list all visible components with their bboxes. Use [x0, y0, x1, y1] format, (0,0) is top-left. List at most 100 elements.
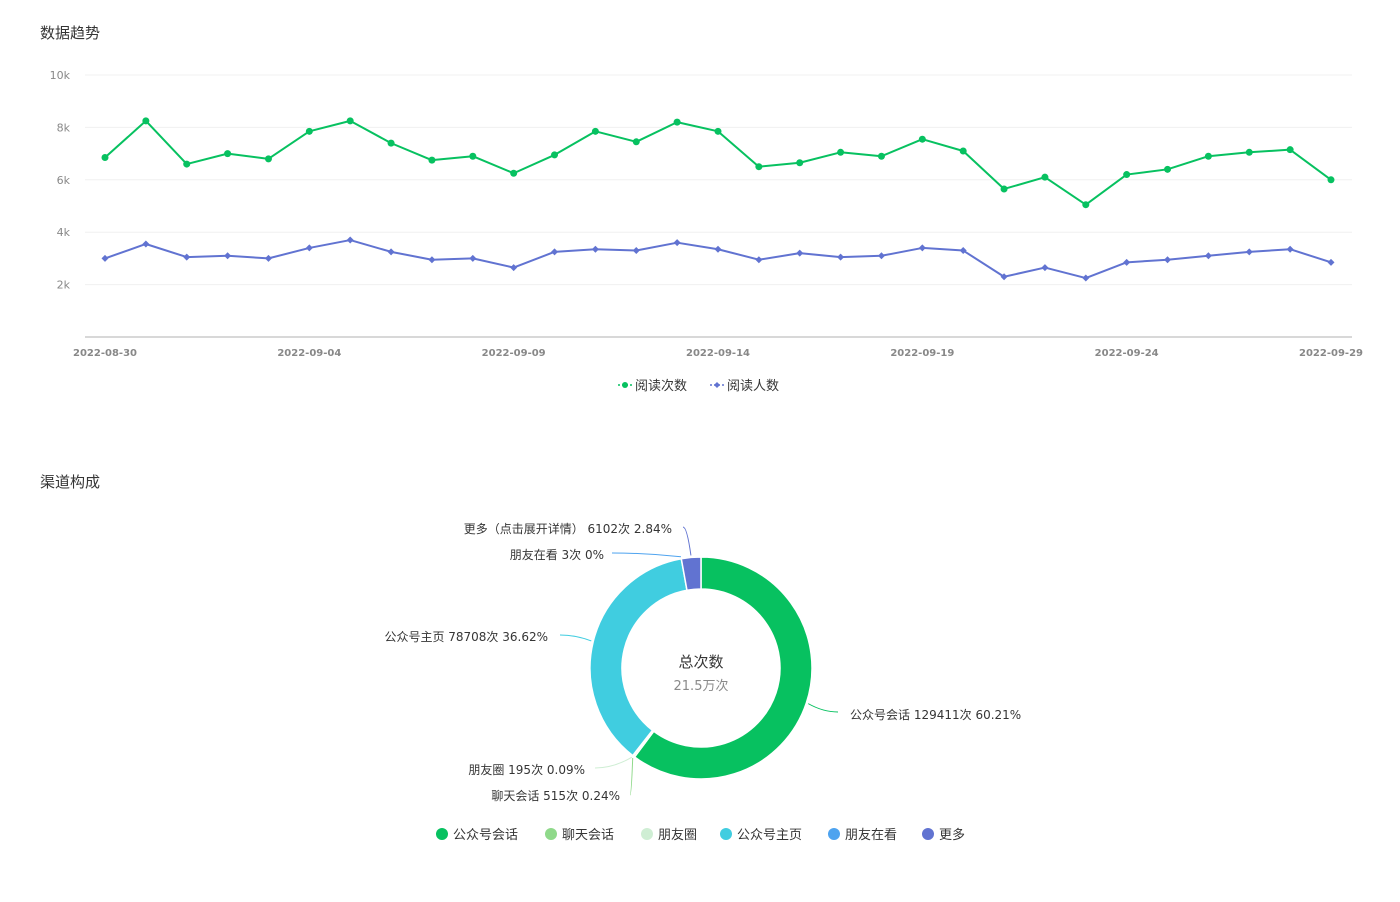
- data-point[interactable]: [224, 252, 232, 260]
- data-point[interactable]: [346, 236, 354, 244]
- data-point[interactable]: [673, 239, 681, 247]
- data-point[interactable]: [142, 240, 150, 248]
- data-point[interactable]: [1286, 146, 1294, 154]
- data-point[interactable]: [183, 253, 191, 261]
- data-point[interactable]: [1327, 176, 1335, 184]
- data-point[interactable]: [469, 152, 477, 160]
- trend-legend[interactable]: 阅读次数 阅读人数: [618, 378, 779, 394]
- data-point[interactable]: [714, 127, 722, 135]
- data-point[interactable]: [224, 150, 232, 158]
- data-point[interactable]: [1041, 264, 1049, 272]
- legend-item-2[interactable]: 阅读人数: [710, 379, 779, 394]
- data-point[interactable]: [1082, 274, 1090, 282]
- legend-label: 阅读人数: [727, 379, 779, 394]
- data-point[interactable]: [1245, 248, 1253, 256]
- data-point[interactable]: [1000, 273, 1008, 281]
- data-point[interactable]: [469, 254, 477, 262]
- data-point[interactable]: [1082, 201, 1090, 209]
- data-point[interactable]: [510, 264, 518, 272]
- data-point[interactable]: [183, 160, 191, 168]
- trend-series[interactable]: [101, 117, 1335, 282]
- data-point[interactable]: [837, 148, 845, 156]
- data-point[interactable]: [305, 244, 313, 252]
- donut-legend-item[interactable]: 公众号主页: [720, 828, 802, 843]
- slice-label: 朋友在看 3次 0%: [510, 548, 604, 562]
- data-point[interactable]: [428, 256, 436, 264]
- data-point[interactable]: [346, 117, 354, 125]
- data-point[interactable]: [101, 254, 109, 262]
- legend-label: 朋友圈: [658, 827, 697, 843]
- data-point[interactable]: [305, 127, 313, 135]
- data-point[interactable]: [1204, 252, 1212, 260]
- data-point[interactable]: [1327, 258, 1335, 266]
- data-point[interactable]: [755, 256, 763, 264]
- data-point[interactable]: [1000, 185, 1008, 193]
- data-point[interactable]: [918, 135, 926, 143]
- data-point[interactable]: [1204, 152, 1212, 160]
- data-point[interactable]: [714, 245, 722, 253]
- data-point[interactable]: [387, 139, 395, 147]
- data-point[interactable]: [796, 249, 804, 257]
- label-leader-line: [629, 758, 634, 796]
- x-tick-label: 2022-09-14: [686, 348, 750, 359]
- donut-legend-item[interactable]: 更多: [922, 827, 965, 843]
- trend-y-axis: 2k 4k 6k 8k 10k: [50, 69, 71, 292]
- legend-dot: [436, 828, 448, 840]
- data-point[interactable]: [551, 248, 559, 256]
- legend-label: 更多: [939, 827, 965, 843]
- data-point[interactable]: [264, 155, 272, 163]
- data-point[interactable]: [101, 154, 109, 162]
- data-point[interactable]: [1245, 148, 1253, 156]
- data-point[interactable]: [1164, 165, 1172, 173]
- data-point[interactable]: [959, 147, 967, 155]
- donut-slice[interactable]: [633, 556, 813, 780]
- trend-section-title: 数据趋势: [40, 24, 101, 42]
- donut-slices[interactable]: [589, 556, 813, 780]
- trend-line-chart: 2k 4k 6k 8k 10k 2022-08-30 2022-09-04 2022-09-…: [50, 69, 1363, 394]
- data-point[interactable]: [510, 169, 518, 177]
- donut-legend[interactable]: 公众号会话 聊天会话 朋友圈 公众号主页 朋友在看 更多: [436, 827, 965, 843]
- legend-dot: [922, 828, 934, 840]
- donut-center-value: 21.5万次: [674, 678, 729, 694]
- data-point[interactable]: [959, 247, 967, 255]
- legend-item-1[interactable]: 阅读次数: [618, 378, 687, 394]
- slice-label: 更多（点击展开详情） 6102次 2.84%: [464, 521, 672, 536]
- channel-section-title: 渠道构成: [40, 473, 101, 491]
- data-point[interactable]: [1041, 173, 1049, 181]
- data-point[interactable]: [632, 247, 640, 255]
- data-point[interactable]: [837, 253, 845, 261]
- data-point[interactable]: [142, 117, 150, 125]
- data-point[interactable]: [755, 163, 763, 171]
- y-tick-label: 4k: [57, 226, 71, 239]
- data-point[interactable]: [1123, 171, 1131, 179]
- donut-legend-item[interactable]: 朋友在看: [828, 827, 897, 843]
- donut-legend-item[interactable]: 聊天会话: [545, 828, 614, 843]
- donut-slice[interactable]: [680, 556, 702, 592]
- donut-legend-item[interactable]: 朋友圈: [641, 827, 697, 843]
- label-leader-line: [559, 634, 592, 642]
- data-point[interactable]: [632, 138, 640, 146]
- y-tick-label: 2k: [57, 279, 71, 292]
- data-point[interactable]: [1164, 256, 1172, 264]
- label-leader-line: [611, 552, 681, 558]
- donut-legend-item[interactable]: 公众号会话: [436, 828, 518, 843]
- data-point[interactable]: [918, 244, 926, 252]
- data-point[interactable]: [387, 248, 395, 256]
- data-point[interactable]: [877, 252, 885, 260]
- data-point[interactable]: [1123, 258, 1131, 266]
- data-point[interactable]: [428, 156, 436, 164]
- data-point[interactable]: [591, 127, 599, 135]
- data-point[interactable]: [551, 151, 559, 159]
- slice-label: 聊天会话 515次 0.24%: [491, 789, 620, 803]
- data-point[interactable]: [264, 254, 272, 262]
- legend-label: 聊天会话: [562, 828, 614, 843]
- donut-slice[interactable]: [589, 557, 688, 757]
- data-point[interactable]: [796, 159, 804, 167]
- legend-marker: [622, 382, 628, 388]
- x-tick-label: 2022-09-04: [277, 348, 341, 359]
- data-point[interactable]: [1286, 245, 1294, 253]
- data-point[interactable]: [591, 245, 599, 253]
- data-point[interactable]: [673, 118, 681, 126]
- data-point[interactable]: [877, 152, 885, 160]
- y-tick-label: 8k: [57, 121, 71, 134]
